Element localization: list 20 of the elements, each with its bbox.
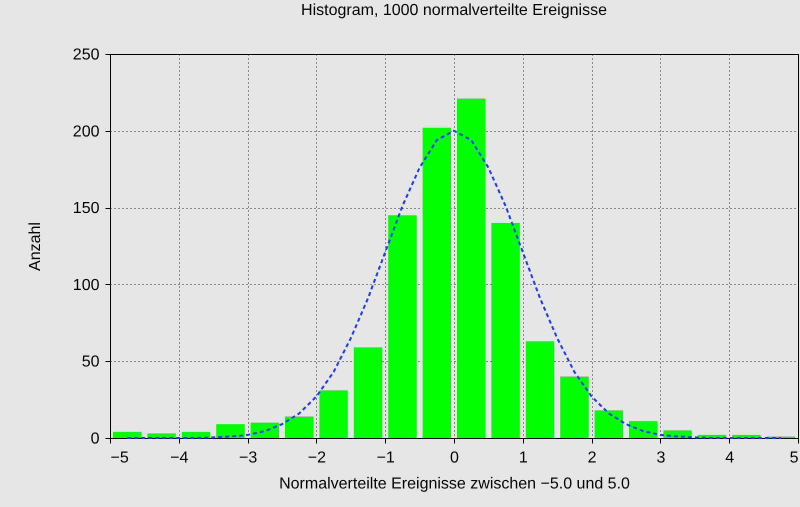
x-tick-label: −3 (238, 450, 258, 466)
x-tick-label: 4 (725, 450, 734, 466)
y-tick-label: 250 (72, 46, 100, 64)
x-tick-label: 5 (790, 450, 799, 466)
x-tick-label: −4 (170, 450, 189, 466)
y-tick-label: 200 (72, 123, 100, 140)
y-tick-label: 100 (72, 276, 100, 294)
x-tick-label: 0 (450, 450, 460, 466)
y-tick-label: 50 (82, 354, 100, 371)
y-tick-label: 150 (72, 200, 100, 218)
x-tick-label: −5 (110, 450, 129, 466)
x-tick-label: 2 (588, 450, 597, 466)
x-tick-label: −2 (308, 450, 326, 466)
x-tick-label: 3 (656, 450, 666, 466)
x-tick-label: 1 (518, 450, 528, 466)
x-tick-label: −1 (376, 450, 395, 466)
chart-title: Histogram, 1000 normalverteilte Ereignisse (301, 2, 608, 19)
x-axis-title: Normalverteilte Ereignisse zwischen −5.0 und 5.0 (279, 476, 630, 492)
y-tick-label: 0 (90, 430, 100, 448)
y-axis-title: Anzahl (26, 222, 44, 271)
